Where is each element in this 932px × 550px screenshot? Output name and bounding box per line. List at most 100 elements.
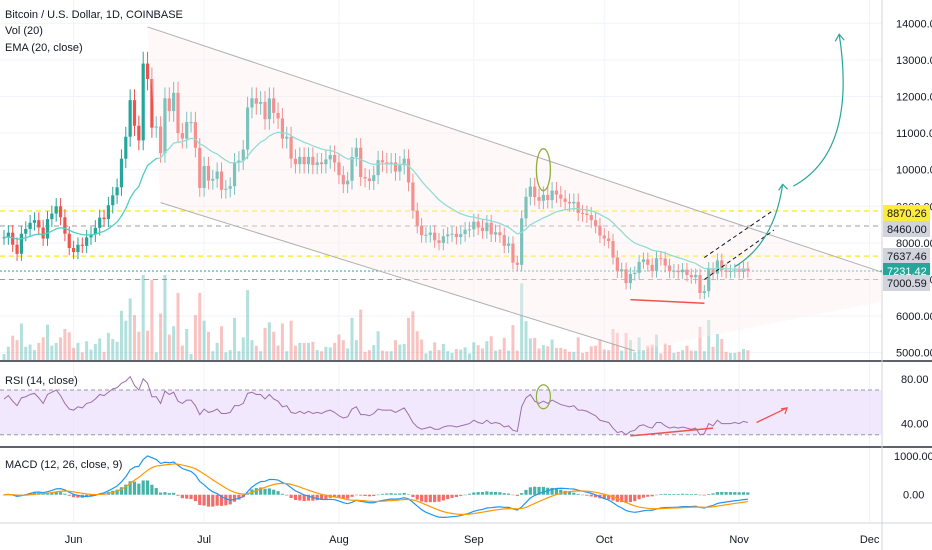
price-tag-box: [883, 275, 930, 291]
macd-histogram-bar: [141, 480, 145, 495]
macd-histogram-bar: [298, 494, 302, 501]
candle-body: [502, 235, 506, 246]
volume-bar: [276, 345, 280, 360]
macd-histogram-bar: [689, 494, 693, 495]
candle-body: [598, 225, 602, 236]
candle-body: [380, 160, 385, 163]
candle-body: [711, 268, 715, 274]
macd-histogram-bar: [450, 494, 454, 498]
macd-histogram-bar: [554, 488, 559, 495]
volume-bar: [198, 292, 202, 360]
macd-histogram-bar: [428, 494, 432, 503]
time-axis-label: Jul: [197, 534, 211, 546]
candle-body: [354, 147, 358, 157]
candle-body: [607, 238, 611, 242]
time-axis-label: Aug: [329, 534, 349, 546]
candle-body: [515, 262, 519, 265]
macd-histogram-bar: [724, 492, 728, 495]
volume-bar: [546, 346, 550, 360]
volume-bar: [76, 342, 80, 360]
volume-bar: [298, 342, 302, 360]
macd-histogram-bar: [76, 494, 80, 498]
macd-histogram-bar: [441, 494, 445, 501]
price-axis-label: 12000.00: [896, 91, 932, 103]
macd-histogram-bar: [607, 494, 611, 500]
volume-bar: [50, 345, 54, 360]
candle-body: [420, 225, 424, 236]
candle-body: [676, 270, 680, 273]
volume-bar: [572, 351, 576, 360]
macd-histogram-bar: [654, 494, 659, 496]
candle-body: [559, 194, 563, 199]
volume-bar: [420, 339, 424, 360]
macd-histogram-bar: [45, 493, 50, 495]
candle-body: [702, 291, 706, 294]
volume-bar: [350, 317, 354, 360]
candle-body: [180, 133, 184, 139]
macd-histogram-bar: [333, 494, 337, 498]
candle-body: [280, 118, 284, 139]
macd-histogram-bar: [685, 493, 689, 495]
macd-histogram-bar: [206, 494, 211, 507]
macd-histogram-bar: [502, 493, 506, 495]
volume-bar: [24, 346, 28, 360]
volume-bar: [202, 320, 206, 360]
candle-body: [454, 233, 458, 238]
volume-legend: Vol (20): [5, 25, 43, 37]
volume-bar: [176, 292, 180, 360]
macd-histogram-bar: [72, 494, 76, 498]
volume-bar: [402, 344, 406, 360]
macd-histogram-bar: [602, 494, 606, 500]
macd-histogram-bar: [398, 493, 402, 495]
volume-bar: [459, 349, 463, 360]
candle-body: [615, 257, 619, 272]
macd-histogram-bar: [698, 494, 702, 496]
candle-body: [498, 232, 502, 236]
macd-histogram-bar: [132, 481, 137, 495]
candle-body: [54, 206, 58, 214]
macd-histogram-bar: [324, 494, 328, 499]
candle-body: [267, 98, 271, 120]
volume-bar: [685, 345, 689, 360]
macd-histogram-bar: [433, 494, 437, 503]
volume-bar: [119, 310, 123, 360]
rsi-highlight-ellipse: [535, 384, 552, 410]
volume-bar: [333, 342, 337, 360]
macd-histogram-bar: [663, 493, 667, 495]
candle-body: [441, 236, 445, 243]
candle-body: [715, 260, 719, 274]
volume-bar: [659, 353, 663, 360]
candle-body: [372, 175, 376, 182]
rsi-axis-label: 80.00: [901, 374, 929, 386]
volume-bar: [641, 350, 645, 360]
candle-body: [533, 186, 537, 198]
candle-body: [311, 156, 315, 165]
candle-body: [646, 259, 650, 265]
candle-body: [437, 240, 441, 243]
macd-histogram-bar: [485, 491, 489, 495]
candle-body: [746, 268, 750, 272]
volume-bar: [511, 325, 515, 360]
volume-bar: [724, 351, 728, 360]
macd-histogram-bar: [411, 494, 415, 498]
price-axis-label: 13000.00: [896, 55, 932, 67]
macd-histogram-bar: [185, 494, 189, 499]
macd-histogram-bar: [119, 487, 124, 495]
macd-histogram-bar: [350, 494, 354, 497]
candle-body: [546, 194, 550, 201]
macd-histogram-bar: [67, 494, 71, 496]
rsi-line: [3, 375, 748, 436]
macd-histogram-bar: [272, 489, 276, 495]
macd-histogram-bar: [454, 494, 458, 497]
volume-bar: [224, 352, 228, 360]
price-highlight-ellipse: [535, 148, 552, 192]
volume-bar: [233, 317, 237, 360]
candle-body: [528, 186, 532, 197]
macd-histogram-bar: [650, 494, 654, 497]
volume-bars: [2, 275, 750, 360]
volume-bar: [681, 350, 685, 360]
macd-histogram-bar: [480, 492, 485, 495]
volume-bar: [6, 346, 10, 360]
macd-histogram-bar: [219, 494, 224, 506]
macd-histogram-bar: [580, 494, 585, 496]
